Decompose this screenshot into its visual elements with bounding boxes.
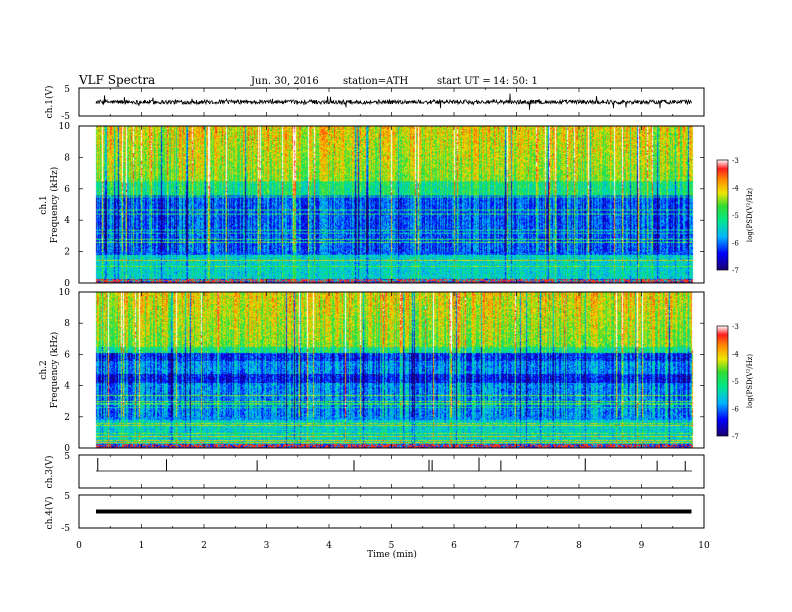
- ch2-spec-ytick-label: 10: [59, 288, 71, 298]
- ch1-colorbar-label: log(PSD(V²/Hz): [746, 188, 754, 243]
- ch3-spikes: [97, 457, 686, 471]
- ch2-spec-ytick-label: 2: [64, 413, 70, 423]
- ch1-spec-ytick-label: 0: [64, 279, 70, 289]
- ch2-spec-ytick-label: 8: [64, 319, 70, 329]
- ch1-waveform-ytick-top: 5: [64, 85, 70, 95]
- ch2-spectrogram-ylabel: Frequency (kHz): [49, 332, 60, 409]
- ch1-colorbar-tick-label: -5: [732, 212, 739, 220]
- ch4-waveform-panel: 5 -5 ch.4(V): [44, 492, 705, 534]
- ch1-colorbar: [716, 159, 729, 271]
- ch1-spectrogram-yticks: 0 2 4 6 8 10: [59, 122, 705, 289]
- ch4-waveform-ytick-top: 5: [64, 492, 70, 502]
- ch2-colorbar-tick-label: -3: [732, 323, 739, 331]
- ch3-waveform-frame: [78, 454, 705, 489]
- ch2-spectrogram-yticks: 0 2 4 6 8 10: [59, 288, 705, 454]
- date-label: Jun. 30, 2016: [250, 76, 319, 87]
- time-axis-tick-label: 1: [139, 541, 145, 551]
- station-label: station=ATH: [343, 76, 409, 87]
- start-ut-value: 14: 50: 1: [493, 76, 538, 87]
- ch2-colorbar-tick-label: -6: [732, 406, 739, 414]
- time-axis-tick-label: 10: [698, 541, 710, 551]
- ch2-colorbar-tick-label: -5: [732, 378, 739, 386]
- ch2-colorbar-tick-label: -4: [732, 351, 739, 359]
- ch2-colorbar-label: log(PSD(V²/Hz): [746, 354, 754, 409]
- ch2-colorbar-tick-label: -7: [732, 433, 739, 441]
- ch3-waveform-ytick-top: 5: [64, 452, 70, 462]
- ch1-spec-ytick-label: 4: [64, 216, 70, 226]
- ch1-waveform-ytick-bottom: -5: [61, 112, 70, 122]
- time-axis-label: Time (min): [367, 549, 417, 560]
- time-axis-tick-label: 7: [514, 541, 520, 551]
- start-ut-label: start UT =: [437, 76, 491, 87]
- ch2-colorbar-ticks: -3 -4 -5 -6 -7: [732, 323, 739, 441]
- ch2-spec-ytick-label: 0: [64, 444, 70, 454]
- ch1-colorbar-ticks: -3 -4 -5 -6 -7: [732, 157, 739, 275]
- ch1-waveform-ylabel: ch.1(V): [44, 86, 55, 119]
- figure-title: VLF Spectra: [78, 73, 155, 87]
- ch4-waveform-ylabel: ch.4(V): [44, 497, 55, 530]
- ch4-waveform-ytick-bottom: -5: [61, 524, 70, 534]
- ch1-colorbar-tick-label: -6: [732, 240, 739, 248]
- ch1-waveform-panel: 5 -5 ch.1(V): [44, 85, 705, 122]
- ch4-waveform-line: [96, 509, 692, 514]
- time-axis-tick-label: 9: [639, 541, 645, 551]
- ch1-spec-ytick-label: 6: [64, 185, 70, 195]
- ch1-colorbar-tick-label: -7: [732, 267, 739, 275]
- time-axis-tick-label: 4: [326, 541, 332, 551]
- ch1-spectrogram-channel-label: ch.1: [39, 195, 49, 214]
- time-axis-tick-label: 3: [264, 541, 270, 551]
- ch1-spectrogram-ylabel: Frequency (kHz): [49, 167, 60, 244]
- time-axis-tick-label: 0: [76, 541, 82, 551]
- ch2-spec-ytick-label: 4: [64, 382, 70, 392]
- ch3-waveform-panel: 5 ch.3(V): [44, 452, 705, 489]
- ch1-waveform-line: [95, 93, 692, 110]
- ch1-colorbar-tick-label: -3: [732, 157, 739, 165]
- ch2-spectrogram-image: [79, 292, 704, 448]
- ch1-spectrogram-image: [79, 126, 704, 283]
- ch1-spec-ytick-label: 2: [64, 248, 70, 258]
- ch1-colorbar-tick-label: -4: [732, 185, 739, 193]
- ch4-xticks: [78, 495, 705, 528]
- time-axis-tick-label: 5: [389, 541, 395, 551]
- ch3-xticks: [78, 455, 705, 488]
- ch2-spectrogram-channel-label: ch.2: [39, 360, 49, 379]
- time-axis-tick-label: 8: [576, 541, 582, 551]
- ch1-xticks: [78, 88, 705, 116]
- time-axis-tick-label: 2: [201, 541, 207, 551]
- ch1-spec-ytick-label: 10: [59, 122, 71, 132]
- ch1-spec-ytick-label: 8: [64, 153, 70, 163]
- time-axis: 0 1 2 3 4 5 6 7 8 9 10: [76, 541, 710, 551]
- ch2-colorbar: [716, 325, 729, 437]
- time-axis-tick-label: 6: [451, 541, 457, 551]
- ch2-spec-ytick-label: 6: [64, 350, 70, 360]
- ch3-waveform-ylabel: ch.3(V): [44, 456, 55, 489]
